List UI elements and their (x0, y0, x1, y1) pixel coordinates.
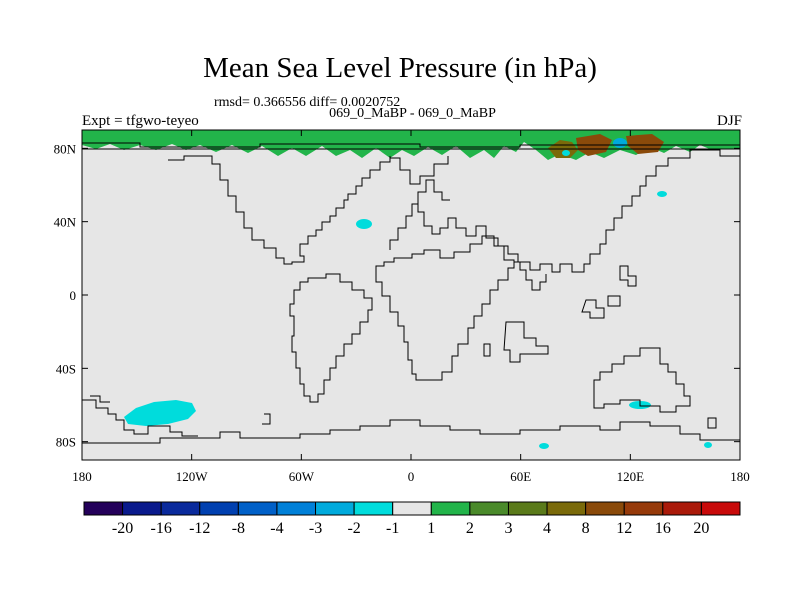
x-tick-label: 0 (408, 469, 415, 484)
x-tick-label: 60E (510, 469, 531, 484)
colorbar-swatch (122, 501, 162, 516)
colorbar-label: 4 (543, 520, 551, 537)
antarctica-coast (82, 419, 740, 444)
colorbar-label: 2 (466, 520, 474, 537)
colorbar-label: -8 (232, 520, 245, 537)
colorbar-swatch (430, 501, 471, 516)
y-tick-label: 40N (54, 215, 77, 230)
negative-anomalies (124, 191, 712, 449)
madagascar-coast (483, 343, 491, 357)
x-tick-label: 120E (617, 469, 645, 484)
coastlines (82, 142, 740, 444)
arctic-cyan-spot (562, 150, 570, 156)
colorbar-swatch (662, 501, 702, 516)
plot-title: Mean Sea Level Pressure (in hPa) (203, 52, 597, 84)
colorbar-label: 3 (504, 520, 512, 537)
colorbar-swatch (160, 501, 201, 516)
colorbar-swatch (507, 501, 548, 516)
arctic-cyan-spot (613, 138, 627, 148)
colorbar-swatch (199, 501, 239, 516)
colorbar-swatch (469, 501, 509, 516)
colorbar-swatch (276, 501, 317, 516)
stats-text: rmsd= 0.366556 diff= 0.0020752 (214, 95, 401, 110)
colorbar-swatch (353, 501, 394, 516)
y-axis: 80N 40N 0 40S 80S (54, 141, 740, 450)
south-pacific-anomaly (124, 400, 196, 426)
colorbar-label: 12 (616, 520, 632, 537)
north-pacific-anomaly (657, 191, 667, 197)
x-tick-label: 120W (176, 469, 209, 484)
australia-coast (593, 347, 691, 413)
colorbar-swatch (237, 501, 278, 516)
arctic-coast (82, 142, 740, 148)
eurasia-coast (389, 149, 740, 273)
japan-coast (619, 265, 637, 287)
colorbar-label: -2 (347, 520, 360, 537)
colorbar-swatch (546, 501, 587, 516)
x-axis: 180 120W 60W 0 60E 120E 180 (72, 130, 750, 484)
colorbar-label: -16 (151, 520, 172, 537)
eurasia-africa-coast (375, 235, 515, 381)
antarctic-peninsula-coast (82, 399, 198, 437)
colorbar-label: 1 (427, 520, 435, 537)
antarctic-anomaly (704, 442, 712, 448)
se-asia-islands-coast (581, 295, 621, 319)
india-coast (514, 261, 547, 291)
x-tick-label: 180 (72, 469, 92, 484)
antarctic-anomaly (539, 443, 549, 449)
colorbar-swatch (315, 501, 355, 516)
colorbar-label: -20 (112, 520, 133, 537)
colorbar-swatch (700, 501, 741, 516)
colorbar-label: -1 (386, 520, 399, 537)
north-america-coast (168, 155, 391, 265)
season-label: DJF (716, 113, 742, 129)
colorbar-label: -4 (270, 520, 283, 537)
experiment-label: Expt = tfgwo-teyeo (82, 113, 199, 129)
x-tick-label: 60W (289, 469, 315, 484)
colorbar-swatch (585, 501, 625, 516)
y-tick-label: 40S (56, 361, 76, 376)
antarctic-peninsula-coast (90, 395, 110, 403)
greenland-coast (390, 156, 449, 185)
atlantic-anomaly (356, 219, 372, 229)
colorbar: -20 -16 -12 -8 -4 -3 -2 -1 1 2 3 4 8 12 16 20 (83, 501, 741, 537)
colorbar-label: 8 (582, 520, 590, 537)
colorbar-swatch (83, 501, 124, 516)
new-zealand-coast (707, 417, 717, 429)
map-area (82, 130, 740, 460)
plot-subtitle: 069_0_MaBP - 069_0_MaBP (329, 106, 496, 121)
scandinavia-coast (417, 179, 450, 204)
south-america-coast (289, 273, 373, 403)
x-tick-label: 180 (730, 469, 750, 484)
y-tick-label: 80S (56, 435, 76, 450)
colorbar-label: 16 (655, 520, 671, 537)
arabia-coast (503, 321, 549, 363)
y-tick-label: 0 (70, 288, 77, 303)
colorbar-label: 20 (693, 520, 709, 537)
colorbar-swatch (392, 501, 432, 516)
y-tick-label: 80N (54, 141, 77, 156)
colorbar-swatch (623, 501, 664, 516)
antarctic-peninsula-coast (262, 413, 271, 425)
colorbar-label: -3 (309, 520, 322, 537)
colorbar-label: -12 (189, 520, 210, 537)
